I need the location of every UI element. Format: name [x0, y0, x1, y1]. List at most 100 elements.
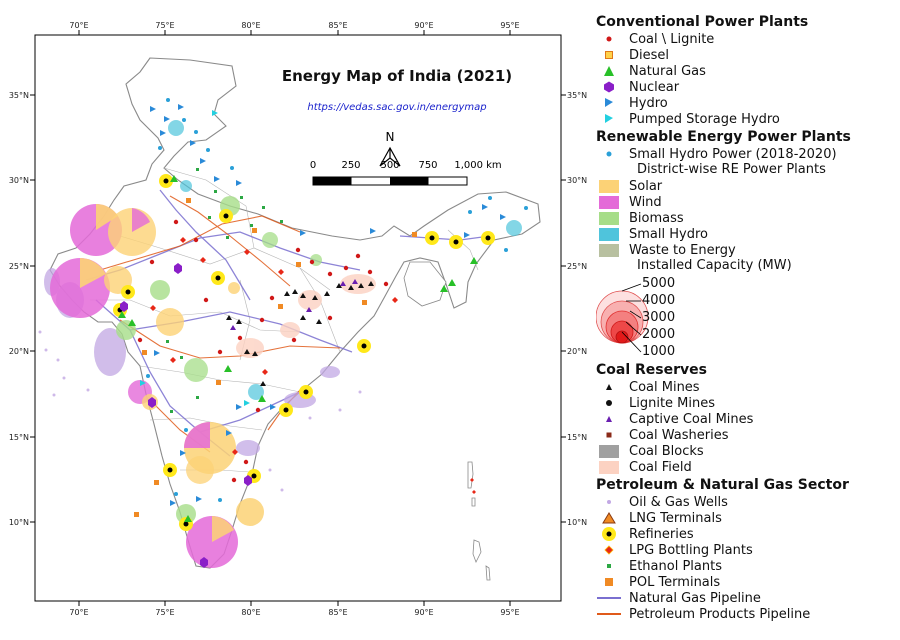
legend-label: Small Hydro — [629, 226, 708, 242]
legend-item-hydro: Hydro — [596, 95, 896, 111]
legend-item-captive-mines: Captive Coal Mines — [596, 411, 896, 427]
legend-label: POL Terminals — [629, 574, 721, 590]
scale-label: 1,000 km — [454, 160, 501, 171]
legend-label: Solar — [629, 178, 663, 194]
lon-label: 80°E — [241, 21, 260, 30]
captive-coal-mines — [230, 279, 358, 330]
legend-label: Small Hydro Power (2018-2020) — [629, 146, 837, 162]
lat-label: 20°N — [9, 347, 29, 356]
lat-label: 20°N — [567, 347, 587, 356]
lat-label: 10°N — [9, 518, 29, 527]
ethanol-plants — [166, 168, 283, 413]
orange-square-icon — [596, 48, 622, 62]
legend-label: LPG Bottling Plants — [629, 542, 753, 558]
legend-label: Nuclear — [629, 79, 680, 95]
legend-label: Natural Gas Pipeline — [629, 590, 761, 606]
pumped-storage-hydro — [140, 110, 250, 406]
legend-item-wind: Wind — [596, 194, 896, 210]
green-triangle-icon — [596, 64, 622, 78]
biomass-swatch-icon — [596, 211, 622, 225]
legend-item-small-hydro: Small Hydro — [596, 226, 896, 242]
legend-label: Coal Washeries — [629, 427, 729, 443]
legend-label: Diesel — [629, 47, 670, 63]
green-square-icon — [596, 559, 622, 573]
coal-mines — [226, 281, 374, 386]
map-url[interactable]: https://vedas.sac.gov.in/energymap — [307, 102, 486, 113]
capacity-value: 5000 — [642, 276, 676, 291]
nuclear-plants — [120, 263, 252, 568]
lon-label: 90°E — [414, 21, 433, 30]
legend-label: Lignite Mines — [629, 395, 716, 411]
lon-label: 95°E — [500, 21, 519, 30]
lat-label: 25°N — [567, 262, 587, 271]
map-panel[interactable]: 70°E 75°E 80°E 85°E 90°E 95°E 70°E 75°E … — [0, 0, 590, 636]
legend-item-lignite-mines: Lignite Mines — [596, 395, 896, 411]
red-diamond-icon — [596, 543, 622, 557]
legend-label: Biomass — [629, 210, 684, 226]
capacity-value: 1000 — [642, 344, 676, 359]
waste-swatch-icon — [596, 243, 622, 257]
legend-label: Captive Coal Mines — [629, 411, 754, 427]
legend-label: Coal \ Lignite — [629, 31, 715, 47]
legend-item-diesel: Diesel — [596, 47, 896, 63]
legend-label: Petroleum Products Pipeline — [629, 606, 811, 622]
district-re-title: District-wise RE Power Plants — [637, 162, 826, 177]
legend-item-small-hydro-power: Small Hydro Power (2018-2020) — [596, 146, 896, 162]
legend-section-title: Petroleum & Natural Gas Sector — [596, 477, 849, 493]
lon-label: 85°E — [328, 608, 347, 617]
legend-label: Coal Field — [629, 459, 692, 475]
legend-item-ethanol: Ethanol Plants — [596, 558, 896, 574]
purple-triangle-icon — [596, 412, 622, 426]
blue-flag-icon — [596, 96, 622, 110]
legend-label: LNG Terminals — [629, 510, 722, 526]
scale-bar: 0 250 500 750 1,000 km — [310, 160, 502, 186]
legend-item-refineries: Refineries — [596, 526, 896, 542]
legend-label: Pumped Storage Hydro — [629, 111, 780, 127]
map-frame-border — [34, 34, 562, 602]
red-dot-icon — [596, 32, 622, 46]
lon-label: 85°E — [328, 21, 347, 30]
legend-item-coal: Coal \ Lignite — [596, 31, 896, 47]
black-dot-icon — [596, 396, 622, 410]
lon-ticks — [30, 30, 566, 606]
blue-dot-icon — [596, 147, 622, 161]
legend-item-pol: POL Terminals — [596, 574, 896, 590]
lon-label: 75°E — [155, 21, 174, 30]
orange-line-icon — [596, 607, 622, 621]
lon-label: 70°E — [69, 21, 88, 30]
legend-item-pumped-hydro: Pumped Storage Hydro — [596, 111, 896, 127]
legend-section-title: Renewable Energy Power Plants — [596, 129, 851, 145]
legend-panel: Conventional Power Plants Coal \ Lignite… — [596, 12, 896, 622]
andaman-lpg — [470, 478, 476, 494]
scale-label: 500 — [380, 160, 399, 171]
legend-label: Wind — [629, 194, 662, 210]
brown-square-icon — [596, 428, 622, 442]
capacity-title: Installed Capacity (MW) — [637, 258, 792, 273]
pol-terminals — [134, 198, 417, 517]
legend-item-lpg: LPG Bottling Plants — [596, 542, 896, 558]
legend-item-coal-field: Coal Field — [596, 459, 896, 475]
legend-item-coal-mines: Coal Mines — [596, 379, 896, 395]
oil-gas-wells-dots — [38, 330, 362, 492]
map-svg[interactable]: 70°E 75°E 80°E 85°E 90°E 95°E 70°E 75°E … — [0, 0, 590, 636]
lon-label: 95°E — [500, 608, 519, 617]
lat-label: 15°N — [9, 433, 29, 442]
lon-label: 90°E — [414, 608, 433, 617]
orange-square-icon — [596, 575, 622, 589]
purple-line-icon — [596, 591, 622, 605]
lpg-plants — [150, 237, 398, 455]
lon-label: 70°E — [69, 608, 88, 617]
legend-item-oil-gas-wells: Oil & Gas Wells — [596, 494, 896, 510]
legend-item-lng-terminals: LNG Terminals — [596, 510, 896, 526]
legend-item-coal-washeries: Coal Washeries — [596, 427, 896, 443]
lat-label: 35°N — [567, 91, 587, 100]
coal-blocks-swatch-icon — [596, 444, 622, 458]
legend-item-solar: Solar — [596, 178, 896, 194]
wind-swatch-icon — [596, 195, 622, 209]
refineries — [113, 174, 495, 531]
gas-plants — [118, 175, 478, 522]
district-re-pies — [50, 120, 522, 568]
andaman-islands — [467, 461, 491, 581]
lon-label: 80°E — [241, 608, 260, 617]
legend-item-natural-gas: Natural Gas — [596, 63, 896, 79]
